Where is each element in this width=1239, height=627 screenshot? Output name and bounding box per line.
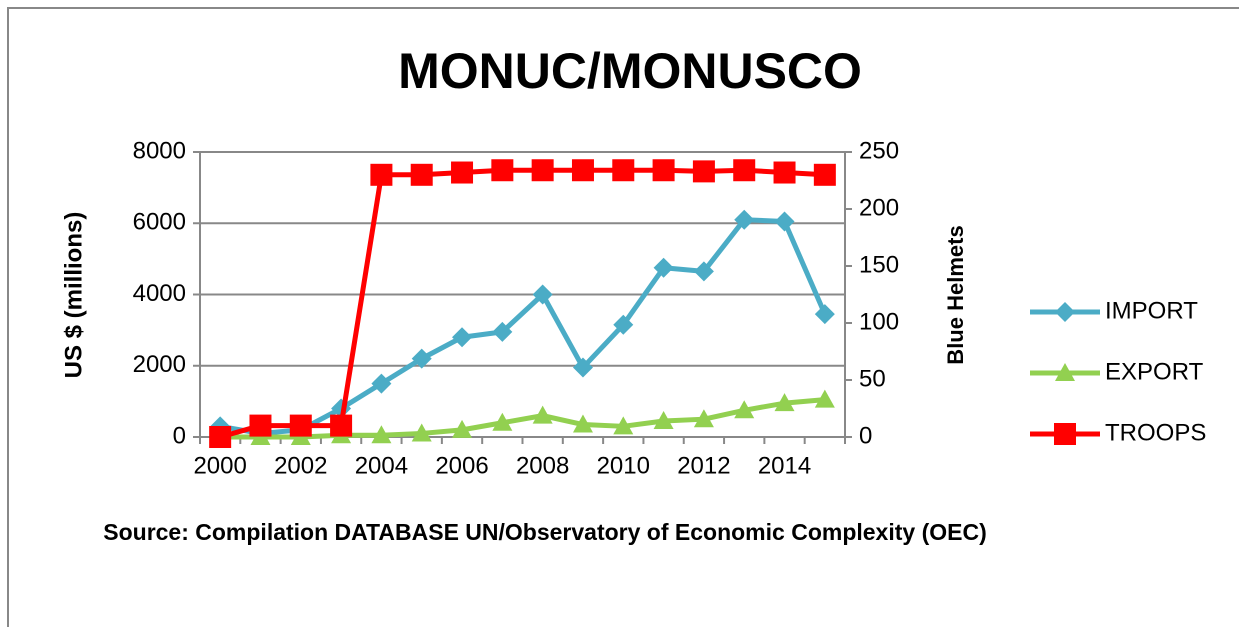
y2-tick-label: 200 (859, 194, 899, 221)
data-point (371, 373, 392, 394)
y2-tick-label: 150 (859, 251, 899, 278)
x-tick-label: 2008 (516, 452, 569, 479)
series-line (220, 397, 826, 440)
data-point (209, 426, 232, 448)
data-point (371, 425, 392, 444)
y2-tick-label: 100 (859, 308, 899, 335)
data-point (653, 410, 674, 429)
data-point (492, 321, 513, 342)
x-tick-label: 2012 (677, 452, 730, 479)
y-tick-label: 6000 (133, 209, 186, 236)
data-point (370, 163, 393, 186)
source-note: Source: Compilation DATABASE UN/Observat… (103, 519, 987, 545)
data-point (774, 211, 795, 232)
data-point (613, 314, 634, 335)
y2-tick-label: 250 (859, 137, 899, 164)
data-point (734, 209, 755, 230)
data-point (693, 261, 714, 282)
data-point (249, 414, 272, 437)
y2-tick-label: 0 (859, 422, 872, 449)
chart-title: MONUC/MONUSCO (398, 43, 862, 99)
data-point (451, 161, 474, 184)
data-point (653, 257, 674, 278)
data-point (692, 160, 715, 183)
legend-marker (1055, 302, 1075, 322)
legend-label: EXPORT (1105, 358, 1204, 385)
data-point (814, 304, 835, 325)
y2-axis-title: Blue Helmets (943, 225, 968, 364)
legend-marker (1055, 363, 1075, 381)
series-line (219, 217, 828, 436)
data-point (491, 159, 514, 182)
data-point (532, 405, 553, 424)
data-point (652, 159, 675, 182)
data-point (452, 419, 473, 438)
data-point (492, 412, 513, 431)
data-point (613, 416, 634, 435)
data-point (532, 284, 553, 305)
data-point (572, 414, 593, 433)
data-point (733, 159, 756, 182)
y-tick-label: 8000 (133, 137, 186, 164)
y-tick-label: 0 (173, 422, 186, 449)
data-point (572, 357, 593, 378)
data-point (774, 393, 795, 412)
data-point (410, 163, 433, 186)
data-point (411, 348, 432, 369)
data-point (411, 423, 432, 442)
data-point (734, 400, 755, 419)
data-point (612, 159, 635, 182)
series-line (219, 167, 825, 440)
data-point (571, 159, 594, 182)
x-tick-label: 2000 (193, 452, 246, 479)
legend-label: TROOPS (1105, 419, 1206, 446)
y-axis-title: US $ (millions) (60, 212, 87, 379)
x-tick-label: 2002 (274, 452, 327, 479)
legend-label: IMPORT (1105, 297, 1198, 324)
x-tick-label: 2004 (355, 452, 408, 479)
x-tick-label: 2006 (435, 452, 488, 479)
data-point (531, 159, 554, 182)
data-point (452, 327, 473, 348)
data-point (773, 161, 796, 184)
data-point (693, 409, 714, 428)
legend-marker (1054, 423, 1076, 445)
data-point (330, 414, 353, 437)
y2-tick-label: 50 (859, 365, 886, 392)
data-point (289, 414, 312, 437)
y-tick-label: 4000 (133, 280, 186, 307)
data-point (814, 389, 835, 408)
y-tick-label: 2000 (133, 351, 186, 378)
x-tick-label: 2014 (758, 452, 811, 479)
data-point (813, 163, 836, 186)
x-tick-label: 2010 (597, 452, 650, 479)
